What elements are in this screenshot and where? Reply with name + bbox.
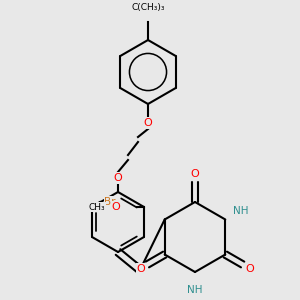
Text: O: O <box>190 169 200 179</box>
Text: O: O <box>114 173 122 183</box>
Text: NH: NH <box>233 206 249 215</box>
Text: O: O <box>136 263 145 274</box>
Text: CH₃: CH₃ <box>89 202 105 211</box>
Text: C(CH₃)₃: C(CH₃)₃ <box>131 3 165 12</box>
Text: O: O <box>144 118 152 128</box>
Text: O: O <box>112 202 120 212</box>
Text: NH: NH <box>187 285 203 295</box>
Text: O: O <box>245 263 254 274</box>
Text: Br: Br <box>104 197 116 207</box>
